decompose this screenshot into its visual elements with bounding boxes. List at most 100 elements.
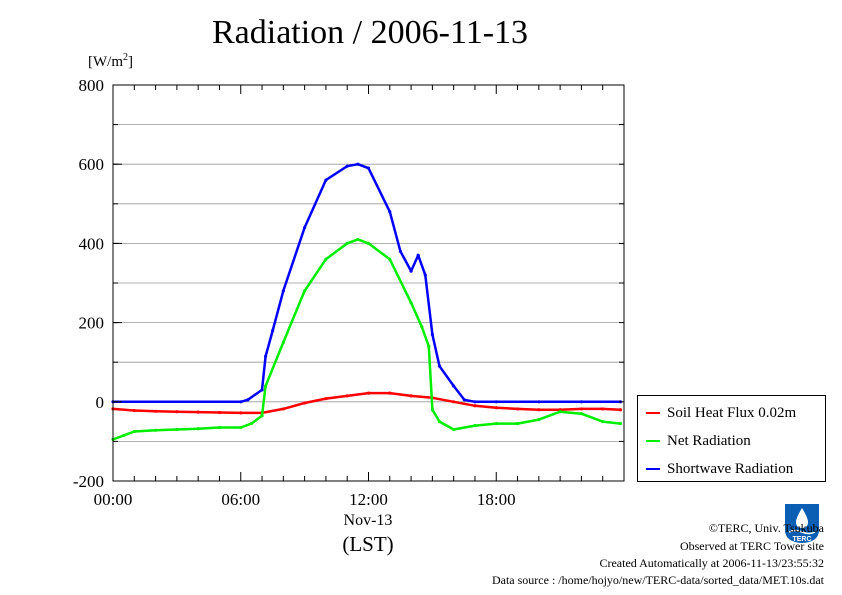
y-tick-label: 400 xyxy=(79,234,105,253)
data-point xyxy=(423,273,427,277)
legend-item: Shortwave Radiation xyxy=(646,458,793,480)
data-point xyxy=(217,410,222,415)
data-point xyxy=(366,241,371,245)
data-point xyxy=(494,421,498,426)
data-point xyxy=(153,428,158,432)
data-point xyxy=(409,394,413,398)
x-tick-label: 00:00 xyxy=(94,490,133,509)
data-point xyxy=(427,344,431,348)
data-point xyxy=(537,400,541,404)
data-point xyxy=(388,210,392,214)
legend-label: Net Radiation xyxy=(667,432,751,449)
data-point xyxy=(249,421,253,426)
data-point xyxy=(409,269,413,273)
data-point xyxy=(281,340,285,344)
legend-item: Net Radiation xyxy=(646,430,751,452)
data-point xyxy=(462,398,466,402)
data-point xyxy=(537,418,541,422)
data-point xyxy=(246,398,250,402)
data-point xyxy=(473,404,477,408)
data-point xyxy=(494,406,498,410)
x-tick-label: 12:00 xyxy=(349,490,388,509)
y-tick-label: 600 xyxy=(79,155,105,174)
data-point xyxy=(579,412,584,416)
footer-copyright: ©TERC, Univ. Tsukuba xyxy=(708,521,824,535)
x-axis-unit-label: (LST) xyxy=(342,532,394,556)
data-point xyxy=(122,433,126,438)
chart-title: Radiation / 2006-11-13 xyxy=(211,14,529,51)
data-point xyxy=(175,427,179,432)
series-line-net-radiation xyxy=(112,238,621,441)
data-point xyxy=(356,162,360,166)
x-tick-label: 06:00 xyxy=(221,490,260,509)
data-point xyxy=(132,408,136,413)
footer-site: Observed at TERC Tower site xyxy=(679,539,824,553)
data-point xyxy=(303,401,307,405)
grid-lines xyxy=(113,84,624,482)
data-point xyxy=(558,410,562,414)
data-point xyxy=(388,257,392,261)
data-point xyxy=(366,391,371,395)
data-point xyxy=(345,164,349,168)
y-axis-units: [W/m2] xyxy=(88,52,133,70)
legend: Soil Heat Flux 0.02m Net Radiation Shortwa… xyxy=(637,395,826,482)
data-point xyxy=(618,421,623,426)
legend-label: Shortwave Radiation xyxy=(667,460,794,477)
data-point xyxy=(239,400,243,404)
data-point xyxy=(271,328,275,333)
x-axis: 00:00 06:00 12:00 18:00 xyxy=(94,85,625,509)
x-tick-label: 18:00 xyxy=(477,490,516,509)
data-point xyxy=(217,425,222,430)
data-point xyxy=(601,420,605,424)
x-axis-date-label: Nov-13 xyxy=(343,512,393,529)
data-point xyxy=(366,166,371,170)
data-point xyxy=(452,384,456,388)
data-point xyxy=(263,384,268,388)
data-point xyxy=(175,410,179,414)
data-point xyxy=(437,364,442,368)
data-point xyxy=(515,407,520,411)
data-point xyxy=(153,409,158,413)
y-tick-label: 800 xyxy=(79,76,105,95)
data-point xyxy=(537,408,541,412)
data-point xyxy=(345,394,349,398)
data-point xyxy=(196,410,200,414)
data-point xyxy=(388,391,392,395)
data-point xyxy=(356,237,360,242)
data-point xyxy=(324,178,328,182)
y-tick-label: -200 xyxy=(73,472,104,491)
data-point xyxy=(260,414,264,418)
data-point xyxy=(263,354,268,358)
data-point xyxy=(420,324,424,329)
legend-item: Soil Heat Flux 0.02m xyxy=(646,402,796,424)
data-point xyxy=(579,407,584,411)
data-point xyxy=(452,400,456,404)
data-point xyxy=(398,249,403,253)
data-point xyxy=(618,408,623,412)
terc-logo-icon: TERC xyxy=(785,504,819,543)
data-point xyxy=(239,411,243,415)
legend-label: Soil Heat Flux 0.02m xyxy=(667,404,797,421)
data-point xyxy=(416,253,420,257)
data-point xyxy=(303,289,307,293)
data-point xyxy=(601,407,605,411)
data-point xyxy=(437,420,442,424)
data-point xyxy=(281,289,285,293)
data-point xyxy=(515,421,520,426)
data-point xyxy=(473,423,477,428)
data-point xyxy=(132,429,136,434)
legend-swatch xyxy=(646,440,660,442)
footer-source: Data source : /home/hojyo/new/TERC-data/… xyxy=(491,573,824,587)
data-point xyxy=(324,257,328,261)
data-point xyxy=(239,425,243,430)
data-point xyxy=(473,400,477,404)
data-point xyxy=(579,400,584,404)
data-point xyxy=(345,241,349,245)
data-point xyxy=(303,225,307,230)
y-axis: -200 0 200 400 600 800 xyxy=(73,76,624,491)
series-lines xyxy=(111,162,623,442)
data-point xyxy=(196,427,200,431)
y-tick-label: 200 xyxy=(79,314,105,333)
data-point xyxy=(409,301,413,305)
